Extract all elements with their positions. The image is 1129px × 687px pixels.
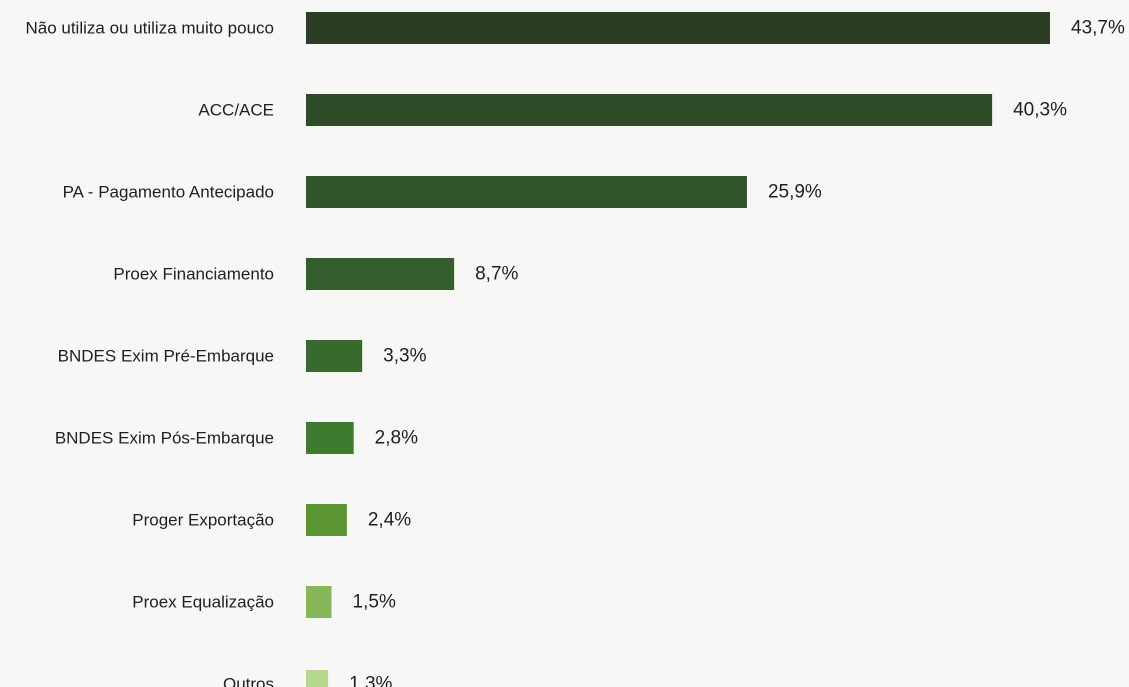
- category-label: PA - Pagamento Antecipado: [63, 183, 274, 202]
- value-label: 8,7%: [475, 264, 518, 285]
- bar: [306, 586, 332, 618]
- category-label: BNDES Exim Pós-Embarque: [55, 429, 274, 448]
- value-label: 2,8%: [375, 428, 418, 449]
- value-label: 2,4%: [368, 510, 411, 531]
- bar: [306, 422, 354, 454]
- value-label: 1,5%: [353, 592, 396, 613]
- value-label: 43,7%: [1071, 18, 1125, 39]
- bar: [306, 258, 455, 290]
- category-label: Outros: [223, 675, 274, 687]
- bar: [306, 176, 747, 208]
- bar: [306, 504, 347, 536]
- category-label: Proex Equalização: [132, 593, 274, 612]
- bar: [306, 94, 993, 126]
- bar: [306, 12, 1050, 44]
- bar: [306, 340, 363, 372]
- category-label: BNDES Exim Pré-Embarque: [58, 347, 274, 366]
- value-label: 40,3%: [1013, 100, 1067, 121]
- category-label: Proger Exportação: [132, 511, 274, 530]
- value-label: 25,9%: [768, 182, 822, 203]
- category-label: Não utiliza ou utiliza muito pouco: [25, 19, 274, 38]
- category-label: Proex Financiamento: [113, 265, 274, 284]
- value-label: 3,3%: [383, 346, 426, 367]
- category-label: ACC/ACE: [198, 101, 274, 120]
- bar: [306, 670, 329, 687]
- value-label: 1,3%: [349, 674, 392, 687]
